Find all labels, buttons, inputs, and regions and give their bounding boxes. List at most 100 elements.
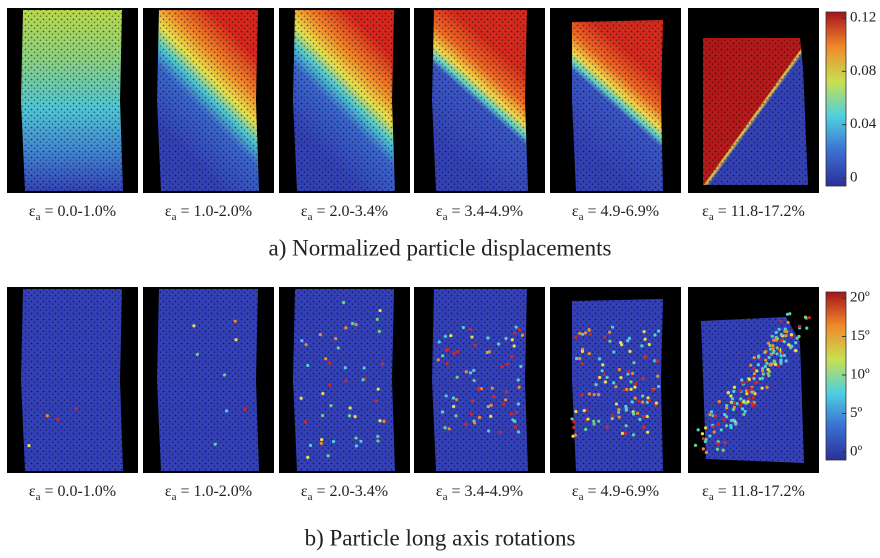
rotation-speckle xyxy=(581,332,585,336)
rotation-speckle xyxy=(233,319,237,323)
rotation-speckle xyxy=(631,433,636,437)
rotation-speckle xyxy=(377,329,381,333)
rotation-speckle xyxy=(489,414,493,419)
rotation-speckle xyxy=(732,385,737,389)
rotation-speckle xyxy=(378,308,382,313)
colorbar-tick-label: 20º xyxy=(850,289,870,305)
rotation-speckle xyxy=(654,401,659,405)
rotation-speckle xyxy=(771,351,775,355)
rotation-speckle xyxy=(504,336,508,341)
rotation-speckle xyxy=(789,333,794,337)
rotation-speckle xyxy=(336,346,340,350)
rotation-speckle xyxy=(614,402,619,406)
strain-subscript: a xyxy=(36,211,41,223)
rotation-speckle xyxy=(779,333,784,337)
rotation-speckle xyxy=(516,378,520,382)
rotation-speckle xyxy=(469,412,473,416)
rotation-speckle xyxy=(782,353,787,358)
rotation-speckle xyxy=(647,342,651,347)
rotation-speckle xyxy=(637,399,641,403)
rotation-speckle xyxy=(629,380,633,384)
rotation-speckle xyxy=(592,392,596,397)
rotation-speckle xyxy=(631,412,636,416)
rotation-speckle xyxy=(490,386,494,390)
rotation-speckle xyxy=(722,418,726,422)
strain-subscript: a xyxy=(443,211,448,223)
rotation-speckle xyxy=(513,331,517,335)
rotation-speckle xyxy=(27,444,31,448)
rotation-speckle xyxy=(468,371,473,375)
rotation-speckle xyxy=(574,356,579,361)
strain-subscript: a xyxy=(36,491,41,503)
rotation-speckle xyxy=(732,418,736,422)
rotation-speckle xyxy=(770,334,774,338)
rotation-speckle xyxy=(738,403,743,408)
rotation-speckle xyxy=(641,394,645,398)
rotation-speckle xyxy=(779,358,783,362)
rotation-speckle xyxy=(334,337,338,341)
rotation-speckle xyxy=(726,391,730,395)
rotation-speckle xyxy=(299,396,303,400)
rotation-speckle xyxy=(344,379,348,383)
rotation-speckle xyxy=(601,363,605,367)
rotation-speckle xyxy=(222,373,227,377)
rotation-speckle xyxy=(477,387,481,392)
rotation-speckle xyxy=(580,393,584,397)
rotation-speckle xyxy=(623,431,627,435)
rotation-speckle xyxy=(464,370,468,374)
rotation-speckle xyxy=(74,407,78,411)
rotation-speckle xyxy=(617,408,621,412)
rotation-speckle xyxy=(708,413,712,417)
rotation-speckle xyxy=(777,364,781,368)
strain-symbol: ε xyxy=(165,203,172,220)
strain-range: = 11.8-17.2% xyxy=(714,483,805,500)
rotation-speckle xyxy=(486,405,490,409)
strain-symbol: ε xyxy=(165,483,172,500)
rotation-speckle xyxy=(747,397,751,401)
rotation-speckle xyxy=(363,376,368,380)
rotation-speckle xyxy=(638,417,642,422)
caption: a) Normalized particle displacements xyxy=(269,235,612,260)
rotation-speckle xyxy=(341,300,346,305)
rotation-speckle xyxy=(580,362,584,366)
particle-texture xyxy=(157,10,259,191)
caption: b) Particle long axis rotations xyxy=(305,525,576,550)
rotation-speckle xyxy=(766,367,770,372)
rotation-speckle xyxy=(608,330,612,334)
rotation-speckle xyxy=(519,364,523,368)
rotation-speckle xyxy=(497,342,501,346)
rotation-speckle xyxy=(752,372,757,376)
rotation-speckle xyxy=(725,406,729,410)
rotation-speckle xyxy=(768,344,772,348)
rotation-speckle xyxy=(765,385,769,389)
colorbar xyxy=(825,11,847,187)
rotation-speckle xyxy=(510,355,514,359)
strain-subscript: a xyxy=(172,211,177,223)
rotation-speckle xyxy=(350,321,355,326)
rotation-speckle xyxy=(749,363,753,367)
rotation-speckle xyxy=(633,385,637,389)
rotation-speckle xyxy=(468,327,473,331)
rotation-speckle xyxy=(704,450,708,455)
colorbar-tick-label: 0.12 xyxy=(850,9,876,25)
rotation-speckle xyxy=(645,414,649,419)
rotation-speckle xyxy=(732,389,736,393)
rotation-speckle xyxy=(752,367,756,371)
rotation-speckle xyxy=(514,410,518,415)
rotation-speckle xyxy=(378,419,382,423)
rotation-speckle xyxy=(504,398,508,402)
rotation-speckle xyxy=(354,322,358,327)
rotation-speckle xyxy=(778,319,782,323)
rotation-speckle xyxy=(734,422,738,426)
rotation-speckle xyxy=(354,436,358,440)
rotation-speckle xyxy=(583,331,588,335)
rotation-speckle xyxy=(794,349,798,353)
rotation-speckle xyxy=(354,444,359,448)
rotation-speckle xyxy=(598,375,602,380)
rotation-speckle xyxy=(640,344,644,348)
rotation-speckle xyxy=(779,361,783,365)
rotation-speckle xyxy=(517,385,521,389)
rotation-speckle xyxy=(724,424,729,428)
rotation-speckle xyxy=(300,339,304,343)
strain-range: = 4.9-6.9% xyxy=(583,203,659,220)
